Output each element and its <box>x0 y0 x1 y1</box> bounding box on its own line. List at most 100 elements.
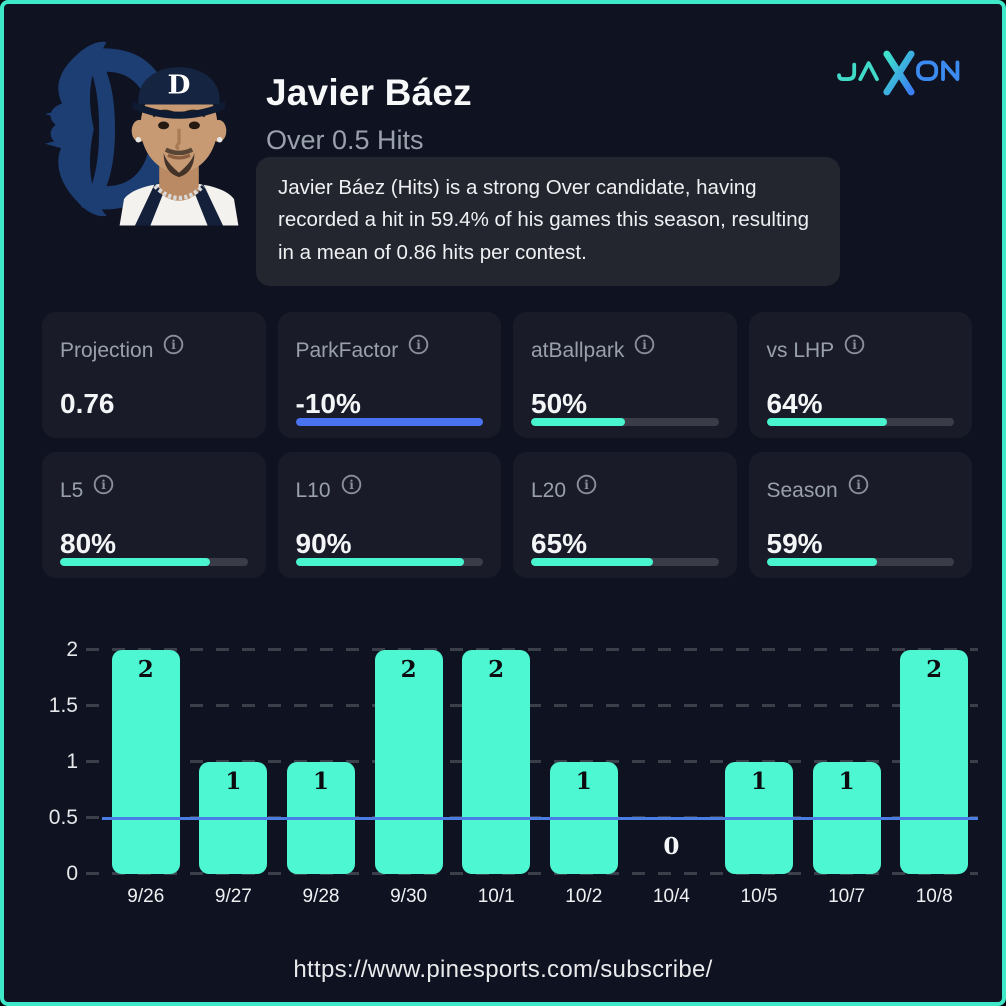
stat-value: 50% <box>531 388 588 419</box>
stat-label: L20 <box>531 479 567 502</box>
x-axis-date-label: 10/2 <box>565 886 603 907</box>
info-icon[interactable]: i <box>576 474 597 495</box>
chart-column: 1 9/27 <box>190 650 278 907</box>
y-axis-tick-label: 0 <box>66 862 78 885</box>
chart-column: 2 10/1 <box>452 650 540 907</box>
gridline <box>86 872 978 875</box>
svg-text:i: i <box>643 338 648 352</box>
stat-label: Season <box>766 479 838 502</box>
x-axis-date-label: 10/4 <box>652 886 690 907</box>
info-icon[interactable]: i <box>844 334 865 355</box>
stat-card-atballpark: atBallpark i 50% <box>513 312 737 438</box>
stat-progress <box>295 418 483 426</box>
gridline <box>86 648 978 651</box>
stat-card-l20: L20 i 65% <box>513 452 737 578</box>
info-icon[interactable]: i <box>408 334 429 355</box>
stat-progress <box>295 558 483 566</box>
stat-card-season: Season i 59% <box>748 452 972 578</box>
stat-progress <box>766 558 954 566</box>
bar-value-label: 2 <box>926 656 943 683</box>
player-media: D <box>40 32 256 226</box>
stat-progress <box>531 558 719 566</box>
bar-value-label: 1 <box>838 768 855 795</box>
info-icon[interactable]: i <box>341 474 362 495</box>
svg-text:i: i <box>856 478 861 492</box>
stat-label: Projection <box>60 339 154 362</box>
chart-plot-area: 0 0.5 1 1.5 2 2 9/26 1 9/27 1 9/28 2 9/30 2 10/1 1 10/2 0… <box>49 638 978 907</box>
stat-progress <box>531 418 719 426</box>
stat-card-parkfactor: ParkFactor i -10% <box>277 312 501 438</box>
svg-text:i: i <box>584 478 589 492</box>
chart-column: 1 10/2 <box>540 650 628 907</box>
info-icon[interactable]: i <box>93 474 114 495</box>
chart-column: 1 10/7 <box>803 650 891 907</box>
x-axis-date-label: 10/7 <box>828 886 866 907</box>
gridline <box>86 704 978 707</box>
hits-bar: 2 <box>462 650 531 874</box>
gridline <box>86 760 978 763</box>
stat-value: -10% <box>295 388 361 419</box>
x-axis-date-label: 9/30 <box>390 886 428 907</box>
stat-card-l10: L10 i 90% <box>277 452 501 578</box>
bar-value-label: 1 <box>312 768 329 795</box>
y-axis-tick-label: 2 <box>66 638 78 661</box>
svg-text:i: i <box>172 338 177 352</box>
x-axis-date-label: 9/28 <box>302 886 340 907</box>
bar-value-label: 2 <box>488 656 505 683</box>
stat-label: L5 <box>60 479 84 502</box>
chart-column: 2 9/26 <box>102 650 190 907</box>
stat-value: 80% <box>60 528 117 559</box>
info-icon[interactable]: i <box>848 474 869 495</box>
x-axis-date-label: 10/8 <box>915 886 953 907</box>
player-headshot: D <box>119 67 239 226</box>
analysis-summary: Javier Báez (Hits) is a strong Over cand… <box>256 157 840 287</box>
y-axis-tick-label: 1.5 <box>48 694 78 717</box>
threshold-line-0-5 <box>102 816 978 820</box>
stat-label: atBallpark <box>531 339 625 362</box>
chart-column: 0 10/4 <box>628 650 716 907</box>
jaxon-logo <box>837 50 960 96</box>
bar-value-label: 1 <box>750 768 767 795</box>
stat-label: ParkFactor <box>295 339 399 362</box>
chart-column: 1 9/28 <box>277 650 365 907</box>
hits-bar: 2 <box>374 650 443 874</box>
svg-text:i: i <box>349 478 354 492</box>
svg-text:i: i <box>102 478 107 492</box>
subscribe-url[interactable]: https://www.pinesports.com/subscribe/ <box>293 956 713 983</box>
chart-column: 2 9/30 <box>365 650 453 907</box>
x-axis-date-label: 10/1 <box>477 886 515 907</box>
hits-bar: 2 <box>900 650 969 874</box>
bar-value-label: 1 <box>225 768 242 795</box>
bar-value-label: 2 <box>400 656 417 683</box>
stat-progress <box>60 558 248 566</box>
stat-value: 64% <box>766 388 823 419</box>
prop-line-subtitle: Over 0.5 Hits <box>266 125 424 155</box>
page-title: Javier Báez <box>266 72 472 113</box>
stats-grid: Projection i 0.76 ParkFactor i -10% atBall… <box>42 312 972 578</box>
x-axis-date-label: 9/27 <box>214 886 252 907</box>
x-axis-date-label: 9/26 <box>127 886 165 907</box>
info-icon[interactable]: i <box>634 334 655 355</box>
bar-columns: 2 9/26 1 9/27 1 9/28 2 9/30 2 10/1 1 10/2 0 10/4 1 10/5… <box>102 650 978 907</box>
hits-bar-chart: 0 0.5 1 1.5 2 2 9/26 1 9/27 1 9/28 2 9/30 2 10/1 1 10/2 0… <box>34 616 980 916</box>
stat-value: 59% <box>766 528 823 559</box>
y-axis-tick-label: 1 <box>66 750 78 773</box>
chart-column: 2 10/8 <box>890 650 978 907</box>
x-axis-date-label: 10/5 <box>740 886 778 907</box>
stat-value: 65% <box>531 528 588 559</box>
info-icon[interactable]: i <box>163 334 184 355</box>
stat-progress <box>766 418 954 426</box>
bar-value-label: 1 <box>575 768 592 795</box>
stat-label: vs LHP <box>766 339 835 362</box>
svg-text:i: i <box>852 338 857 352</box>
stat-card-l5: L5 i 80% <box>42 452 266 578</box>
bar-value-label: 0 <box>663 833 680 860</box>
stat-value: 0.76 <box>60 388 115 419</box>
stat-label: L10 <box>295 479 331 502</box>
hits-bar: 2 <box>111 650 180 874</box>
svg-text:D: D <box>168 70 191 101</box>
chart-column: 1 10/5 <box>715 650 803 907</box>
stat-card-projection: Projection i 0.76 <box>42 312 266 438</box>
y-axis-tick-label: 0.5 <box>48 806 78 829</box>
